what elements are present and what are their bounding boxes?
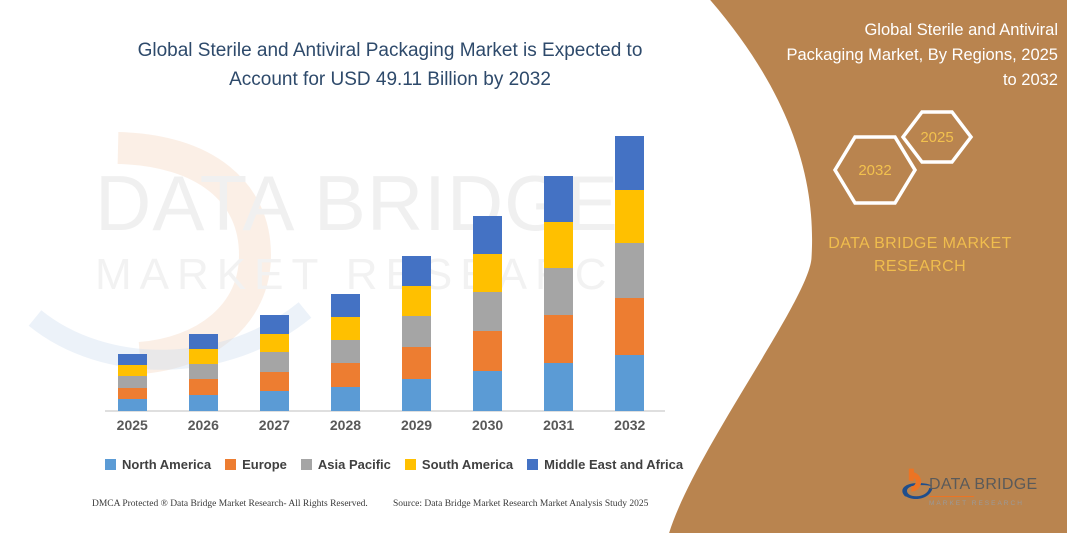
svg-text:2025: 2025: [920, 129, 953, 146]
svg-text:2032: 2032: [858, 162, 891, 179]
